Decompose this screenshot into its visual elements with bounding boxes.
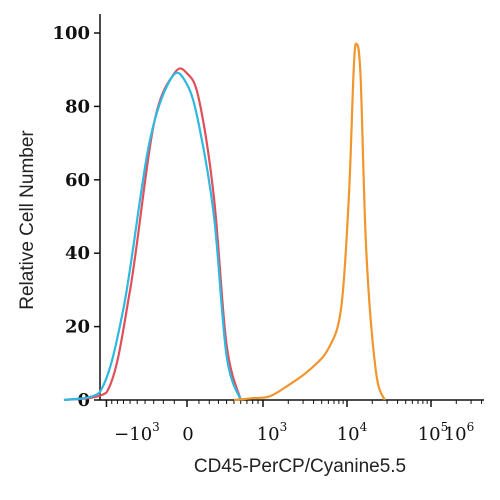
series-line-1: [63, 67, 242, 402]
y-tick-label: 80: [65, 96, 90, 117]
y-tick-label: 40: [65, 243, 90, 264]
x-tick-label: 106: [444, 420, 475, 445]
y-ticks: 0 20 40 60 80 100: [52, 23, 100, 411]
series-layer: [63, 42, 386, 402]
x-tick-label: −103: [114, 420, 160, 445]
y-axis-label: Relative Cell Number: [17, 130, 38, 310]
x-axis-label: CD45-PerCP/Cyanine5.5: [194, 456, 406, 477]
y-tick-label: 20: [65, 317, 90, 338]
x-tick-label: 104: [337, 420, 368, 445]
y-tick-label: 100: [52, 23, 90, 44]
x-tick-label: 105: [418, 420, 449, 445]
x-tick-label: 0: [182, 424, 193, 445]
series-line-2: [63, 71, 242, 402]
y-tick-label: 60: [65, 170, 90, 191]
axes: [99, 14, 484, 401]
y-tick-label: 0: [77, 390, 90, 411]
x-tick-label: 103: [257, 420, 288, 445]
series-line-3: [233, 42, 386, 402]
